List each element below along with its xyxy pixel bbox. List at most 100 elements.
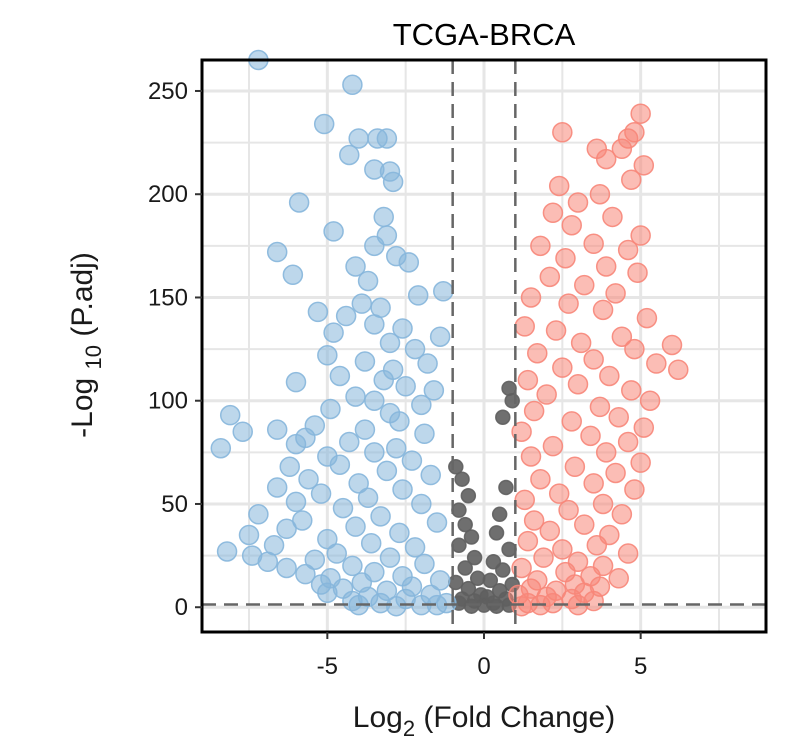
data-point [511, 557, 532, 579]
data-point [317, 528, 338, 550]
data-point [520, 446, 542, 467]
data-point [376, 460, 398, 482]
data-point [370, 506, 391, 527]
data-point [617, 239, 639, 261]
data-point [536, 384, 557, 405]
data-point [466, 549, 483, 566]
data-point [592, 299, 614, 321]
data-point [360, 532, 382, 554]
data-point [646, 353, 667, 374]
data-point [354, 419, 376, 440]
data-point [357, 487, 379, 509]
data-point [411, 394, 432, 416]
data-point [539, 520, 561, 542]
data-point [491, 506, 508, 523]
data-point [636, 307, 658, 329]
data-point [326, 543, 347, 564]
data-point [583, 349, 604, 370]
data-point [373, 206, 394, 228]
data-point [583, 473, 604, 494]
data-point [323, 221, 344, 242]
data-point [517, 369, 539, 391]
data-point [433, 281, 454, 302]
data-point [463, 598, 480, 614]
data-point [530, 468, 551, 490]
data-point [558, 293, 579, 314]
data-point [539, 266, 561, 288]
data-point [401, 450, 423, 471]
data-point [414, 423, 435, 445]
data-point [345, 386, 366, 407]
data-point [592, 493, 614, 515]
data-point [429, 326, 451, 347]
data-point [611, 138, 633, 160]
data-point [482, 572, 499, 589]
data-point [329, 365, 351, 387]
data-point [417, 353, 438, 374]
data-point [266, 477, 288, 498]
data-point [454, 471, 470, 487]
data-point [545, 320, 567, 341]
data-point [595, 148, 617, 170]
data-point [386, 437, 407, 459]
y-tick-label: 100 [148, 388, 188, 415]
data-point [364, 314, 385, 335]
data-point [317, 345, 338, 366]
data-point [457, 560, 473, 576]
data-point [495, 562, 511, 578]
data-point [627, 262, 648, 283]
data-point [364, 235, 385, 257]
data-point [282, 264, 304, 286]
data-point [460, 487, 477, 504]
data-point [348, 473, 369, 494]
data-point [488, 525, 505, 541]
data-point [285, 371, 307, 393]
data-point [345, 256, 366, 277]
data-point [313, 113, 335, 135]
data-point [351, 293, 373, 314]
data-point [323, 322, 344, 343]
data-point [498, 479, 514, 496]
y-tick-label: 200 [148, 181, 188, 208]
data-point [583, 233, 604, 255]
y-tick-label: 0 [175, 594, 188, 621]
x-axis-label: Log2 (Fold Change) [353, 701, 615, 741]
data-point [580, 425, 601, 447]
data-point [558, 499, 579, 521]
data-point [527, 342, 548, 364]
series-up [508, 103, 689, 617]
data-point [238, 524, 260, 546]
data-point [605, 283, 626, 304]
data-point [511, 421, 532, 442]
data-point [395, 376, 416, 397]
data-point [574, 274, 595, 296]
data-point [379, 332, 401, 354]
data-point [617, 543, 639, 564]
data-point [589, 183, 611, 205]
data-point [533, 547, 554, 568]
data-point [567, 373, 589, 395]
data-point [514, 489, 535, 511]
data-point [339, 144, 360, 166]
data-point [398, 252, 420, 273]
data-point [392, 479, 413, 500]
data-point [307, 301, 329, 323]
data-point [520, 287, 542, 308]
data-point [382, 171, 404, 193]
data-point [621, 380, 642, 401]
data-point [216, 541, 238, 562]
data-point [548, 175, 570, 197]
data-point [248, 504, 269, 525]
data-point [320, 398, 341, 420]
data-point [420, 464, 441, 486]
x-tick-label: 0 [477, 653, 490, 680]
data-point [404, 338, 426, 360]
data-point [342, 555, 363, 577]
data-point [310, 483, 332, 504]
data-point [639, 390, 661, 411]
data-point [552, 122, 573, 143]
data-point [621, 169, 642, 191]
data-point [555, 247, 576, 269]
chart-title: TCGA-BRCA [393, 17, 576, 52]
threshold-lines [202, 60, 766, 632]
